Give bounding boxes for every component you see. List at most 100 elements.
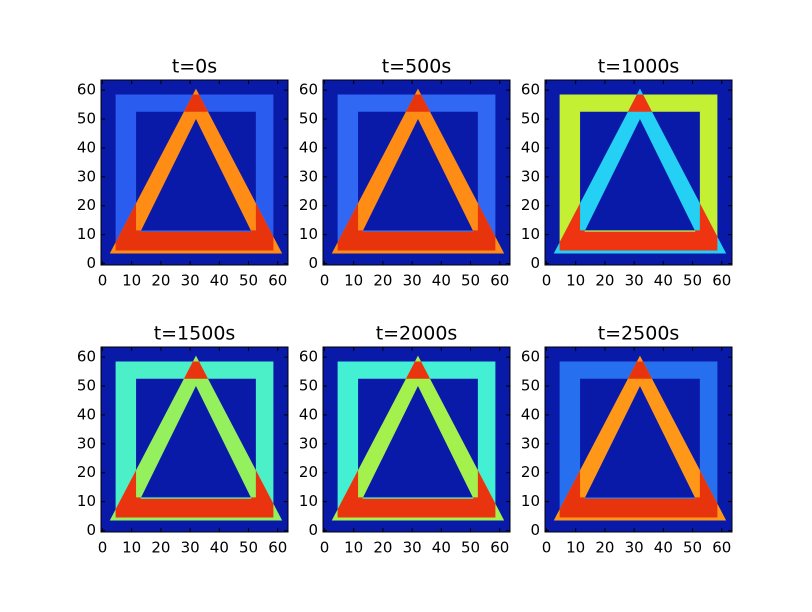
x-tick-label: 30	[403, 539, 422, 557]
x-tick-label: 30	[625, 272, 644, 290]
x-tick-label: 20	[373, 539, 392, 557]
x-tick-label: 60	[712, 272, 731, 290]
x-tick-label: 60	[712, 539, 731, 557]
x-tick-label: 50	[239, 539, 258, 557]
y-tick-label: 10	[299, 225, 318, 243]
subplot: t=500s 0 10 20 30 40 50 60 0 10 20 30 40 50 60	[299, 56, 511, 290]
x-tick-label: 10	[566, 539, 585, 557]
y-tick-label: 30	[521, 167, 540, 185]
x-tick-label: 10	[122, 539, 141, 557]
subplot-title: t=1000s	[598, 56, 680, 78]
x-tick-label: 20	[595, 272, 614, 290]
axes-frame	[322, 79, 511, 266]
overlap	[337, 361, 496, 518]
x-tick-label: 0	[98, 272, 108, 290]
y-tick-label: 60	[77, 348, 96, 366]
y-tick-label: 20	[299, 463, 318, 481]
x-tick-label: 40	[210, 272, 229, 290]
y-tick-label: 50	[77, 110, 96, 128]
x-tick-label: 50	[683, 539, 702, 557]
y-tick-label: 10	[77, 225, 96, 243]
x-tick-label: 40	[432, 539, 451, 557]
y-tick-label: 0	[530, 254, 540, 272]
x-tick-label: 0	[320, 539, 330, 557]
x-tick-label: 20	[595, 539, 614, 557]
axes-frame	[100, 79, 289, 266]
y-tick-label: 10	[521, 492, 540, 510]
subplot: t=1500s 0 10 20 30 40 50 60 0 10 20 30 40 50 60	[77, 323, 289, 557]
y-tick-label: 0	[86, 521, 96, 539]
x-tick-label: 0	[98, 539, 108, 557]
y-tick-label: 30	[299, 167, 318, 185]
y-tick-label: 60	[299, 81, 318, 99]
y-tick-label: 20	[521, 196, 540, 214]
y-tick-label: 0	[86, 254, 96, 272]
x-tick-label: 10	[566, 272, 585, 290]
x-tick-label: 10	[344, 539, 363, 557]
y-tick-label: 40	[521, 138, 540, 156]
y-tick-label: 60	[521, 348, 540, 366]
y-tick-label: 10	[299, 492, 318, 510]
x-tick-label: 30	[625, 539, 644, 557]
x-tick-label: 20	[151, 539, 170, 557]
subplot-title: t=2000s	[376, 323, 458, 345]
x-tick-label: 60	[268, 272, 287, 290]
y-tick-label: 20	[299, 196, 318, 214]
subplot: t=2000s 0 10 20 30 40 50 60 0 10 20 30 40 50 60	[299, 323, 511, 557]
x-tick-label: 40	[432, 272, 451, 290]
y-tick-label: 40	[521, 405, 540, 423]
y-tick-label: 60	[521, 81, 540, 99]
axes-frame	[544, 346, 733, 533]
subplot: t=2500s 0 10 20 30 40 50 60 0 10 20 30 40 50 60	[521, 323, 733, 557]
x-tick-label: 30	[181, 539, 200, 557]
y-tick-label: 30	[521, 434, 540, 452]
axes-frame	[322, 346, 511, 533]
y-tick-label: 30	[299, 434, 318, 452]
x-tick-label: 20	[373, 272, 392, 290]
x-tick-label: 10	[344, 272, 363, 290]
axes-frame	[100, 346, 289, 533]
x-tick-label: 30	[403, 272, 422, 290]
axes-frame	[544, 79, 733, 266]
overlap	[559, 361, 718, 518]
subplot-title: t=0s	[172, 56, 217, 78]
subplot-title: t=2500s	[598, 323, 680, 345]
x-tick-label: 30	[181, 272, 200, 290]
y-tick-label: 60	[77, 81, 96, 99]
x-tick-label: 40	[654, 272, 673, 290]
y-tick-label: 10	[521, 225, 540, 243]
x-tick-label: 50	[239, 272, 258, 290]
y-tick-label: 50	[521, 377, 540, 395]
x-tick-label: 10	[122, 272, 141, 290]
y-tick-label: 0	[308, 254, 318, 272]
y-tick-label: 20	[77, 196, 96, 214]
x-tick-label: 40	[210, 539, 229, 557]
y-tick-label: 40	[299, 405, 318, 423]
overlap	[559, 94, 718, 251]
x-tick-label: 50	[461, 272, 480, 290]
y-tick-label: 20	[77, 463, 96, 481]
y-tick-label: 50	[299, 377, 318, 395]
x-tick-label: 60	[490, 539, 509, 557]
y-tick-label: 0	[308, 521, 318, 539]
subplot: t=0s 0 10 20 30 40 50 60 0 10 20 30 40 50 60	[77, 56, 289, 290]
overlap	[115, 94, 274, 251]
y-tick-label: 30	[77, 434, 96, 452]
x-tick-label: 0	[542, 272, 552, 290]
y-tick-label: 40	[77, 405, 96, 423]
y-tick-label: 40	[77, 138, 96, 156]
overlap	[115, 361, 274, 518]
y-tick-label: 40	[299, 138, 318, 156]
y-tick-label: 50	[299, 110, 318, 128]
x-tick-label: 20	[151, 272, 170, 290]
overlap	[337, 94, 496, 251]
y-tick-label: 30	[77, 167, 96, 185]
y-tick-label: 10	[77, 492, 96, 510]
x-tick-label: 50	[461, 539, 480, 557]
x-tick-label: 0	[320, 272, 330, 290]
x-tick-label: 50	[683, 272, 702, 290]
y-tick-label: 0	[530, 521, 540, 539]
y-tick-label: 50	[77, 377, 96, 395]
y-tick-label: 20	[521, 463, 540, 481]
